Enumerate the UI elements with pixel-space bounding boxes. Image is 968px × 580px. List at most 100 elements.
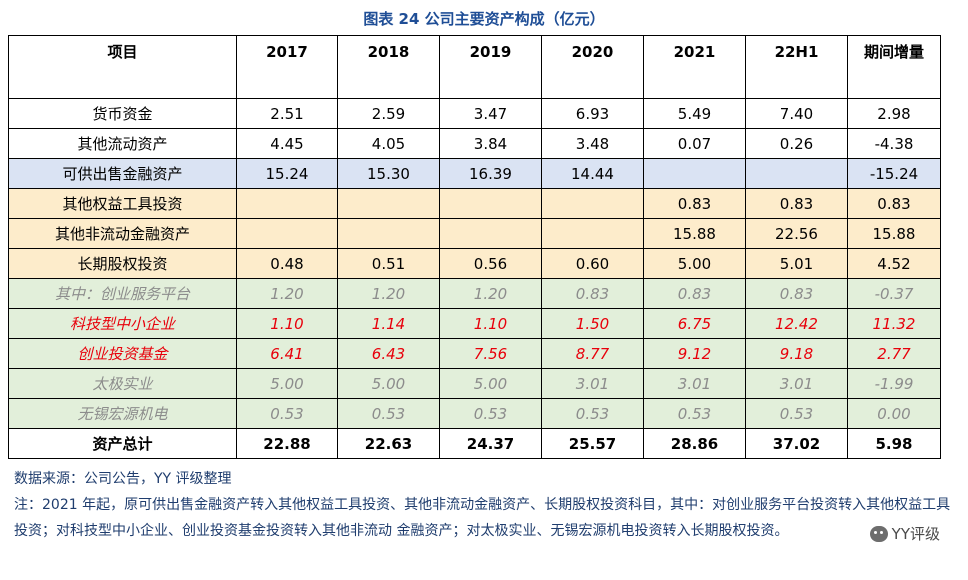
table-cell: 14.44 (541, 158, 644, 189)
table-header-row: 项目 2017 2018 2019 2020 2021 22H1 期间增量 (8, 35, 941, 99)
table-cell: -15.24 (847, 158, 941, 189)
table-cell: 22.63 (337, 428, 440, 459)
table-cell: 1.20 (439, 278, 542, 309)
table-row: 其他流动资产 4.45 4.05 3.84 3.48 0.07 0.26 -4.38 (8, 128, 941, 159)
header-2020: 2020 (541, 35, 644, 99)
table-cell (337, 218, 440, 249)
row-label: 无锡宏源机电 (8, 398, 237, 429)
table-cell: -4.38 (847, 128, 941, 159)
table-cell: 16.39 (439, 158, 542, 189)
table-cell (439, 218, 542, 249)
table-cell: 22.88 (236, 428, 338, 459)
table-cell: 4.05 (337, 128, 440, 159)
table-cell (745, 158, 848, 189)
row-label: 资产总计 (8, 428, 237, 459)
table-cell: 2.77 (847, 338, 941, 369)
watermark: YY评级 (869, 523, 940, 544)
table-cell: 0.60 (541, 248, 644, 279)
table-row: 可供出售金融资产 15.24 15.30 16.39 14.44 -15.24 (8, 158, 941, 189)
table-cell (337, 188, 440, 219)
table-cell: 5.01 (745, 248, 848, 279)
table-body: 货币资金 2.51 2.59 3.47 6.93 5.49 7.40 2.98 其他流动资产 4.… (8, 98, 941, 459)
watermark-label: YY评级 (891, 525, 940, 543)
table-cell (236, 188, 338, 219)
table-cell: 0.00 (847, 398, 941, 429)
table-cell: 6.41 (236, 338, 338, 369)
table-cell (541, 218, 644, 249)
table-cell: 1.20 (236, 278, 338, 309)
row-label: 其他流动资产 (8, 128, 237, 159)
table-cell: 0.07 (643, 128, 746, 159)
table-cell: 1.20 (337, 278, 440, 309)
table-cell: 5.00 (337, 368, 440, 399)
table-cell: 24.37 (439, 428, 542, 459)
data-source: 数据来源：公司公告，YY 评级整理 (14, 471, 232, 487)
table-cell: 22.56 (745, 218, 848, 249)
table-cell: 12.42 (745, 308, 848, 339)
table-cell: -1.99 (847, 368, 941, 399)
table-row: 太极实业 5.00 5.00 5.00 3.01 3.01 3.01 -1.99 (8, 368, 941, 399)
table-cell: 4.52 (847, 248, 941, 279)
row-label: 可供出售金融资产 (8, 158, 237, 189)
table-cell: 0.53 (745, 398, 848, 429)
table-cell: 4.45 (236, 128, 338, 159)
table-cell: 3.01 (541, 368, 644, 399)
table-cell: -0.37 (847, 278, 941, 309)
table-cell: 0.53 (337, 398, 440, 429)
table-cell: 25.57 (541, 428, 644, 459)
table-cell: 5.49 (643, 98, 746, 129)
table-cell: 1.10 (236, 308, 338, 339)
table-cell: 0.83 (643, 278, 746, 309)
header-item: 项目 (8, 35, 237, 99)
table-cell: 0.83 (541, 278, 644, 309)
table-cell: 0.53 (643, 398, 746, 429)
header-22h1: 22H1 (745, 35, 848, 99)
table-cell: 2.98 (847, 98, 941, 129)
table-cell: 28.86 (643, 428, 746, 459)
row-label: 其他权益工具投资 (8, 188, 237, 219)
table-cell: 6.75 (643, 308, 746, 339)
row-label: 货币资金 (8, 98, 237, 129)
table-cell: 0.51 (337, 248, 440, 279)
table-cell: 15.88 (643, 218, 746, 249)
table-cell: 1.10 (439, 308, 542, 339)
table-cell: 0.26 (745, 128, 848, 159)
table-cell: 0.83 (643, 188, 746, 219)
notes: 数据来源：公司公告，YY 评级整理 注：2021 年起，原可供出售金融资产转入其… (14, 466, 954, 544)
table-row: 无锡宏源机电 0.53 0.53 0.53 0.53 0.53 0.53 0.00 (8, 398, 941, 429)
table-cell: 7.56 (439, 338, 542, 369)
table-row: 科技型中小企业 1.10 1.14 1.10 1.50 6.75 12.42 11.32 (8, 308, 941, 339)
table-cell (236, 218, 338, 249)
table-cell: 0.48 (236, 248, 338, 279)
table-row: 其他权益工具投资 0.83 0.83 0.83 (8, 188, 941, 219)
table-cell: 37.02 (745, 428, 848, 459)
table-cell: 1.50 (541, 308, 644, 339)
header-2018: 2018 (337, 35, 440, 99)
table-cell: 11.32 (847, 308, 941, 339)
table-cell: 3.01 (643, 368, 746, 399)
row-label: 其中：创业服务平台 (8, 278, 237, 309)
table-cell: 5.00 (643, 248, 746, 279)
table-cell: 6.43 (337, 338, 440, 369)
row-label: 其他非流动金融资产 (8, 218, 237, 249)
table-cell: 0.83 (745, 278, 848, 309)
table-cell: 0.83 (847, 188, 941, 219)
table-cell: 5.00 (236, 368, 338, 399)
table-cell: 15.88 (847, 218, 941, 249)
table-cell: 3.48 (541, 128, 644, 159)
header-period-change: 期间增量 (847, 35, 941, 99)
row-label: 太极实业 (8, 368, 237, 399)
wechat-icon (869, 525, 888, 542)
table-cell: 0.53 (541, 398, 644, 429)
table-cell: 0.56 (439, 248, 542, 279)
table-cell: 2.59 (337, 98, 440, 129)
table-cell: 1.14 (337, 308, 440, 339)
table-row: 其中：创业服务平台 1.20 1.20 1.20 0.83 0.83 0.83 -0.37 (8, 278, 941, 309)
table-cell: 5.00 (439, 368, 542, 399)
table-cell: 0.83 (745, 188, 848, 219)
table-cell: 8.77 (541, 338, 644, 369)
table-cell: 3.01 (745, 368, 848, 399)
table-cell: 2.51 (236, 98, 338, 129)
table-cell: 7.40 (745, 98, 848, 129)
table-cell: 3.84 (439, 128, 542, 159)
